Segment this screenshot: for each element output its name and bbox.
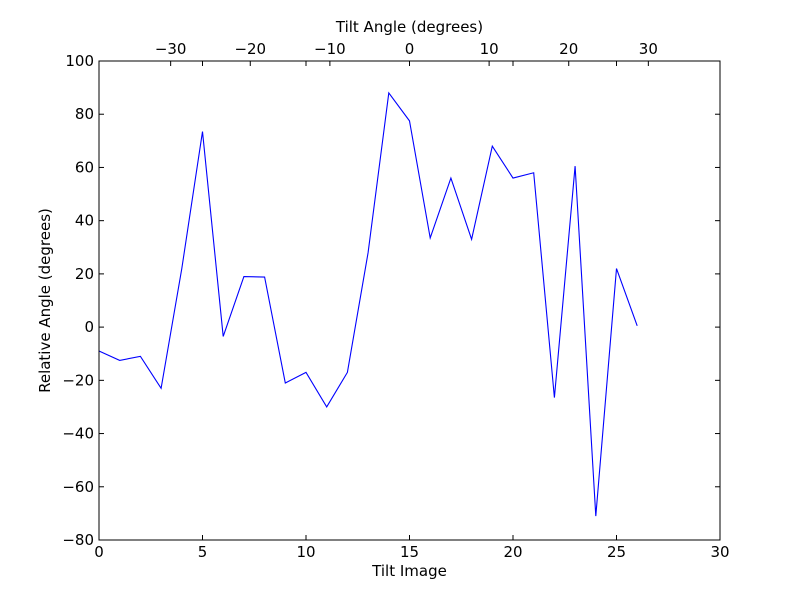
x-tick-label: 10 <box>296 543 315 561</box>
x-tick-label: 30 <box>710 543 729 561</box>
y-tick-label: 60 <box>75 158 94 176</box>
top-x-tick-label: −10 <box>314 40 346 58</box>
y-tick-label: 80 <box>75 105 94 123</box>
top-x-axis-label: Tilt Angle (degrees) <box>335 18 483 36</box>
series-layer <box>98 91 638 517</box>
top-x-tick-label: 0 <box>405 40 415 58</box>
x-tick-label: 0 <box>94 543 104 561</box>
top-x-tick-label: 10 <box>480 40 499 58</box>
x-tick-label: 20 <box>503 543 522 561</box>
y-tick-label: −40 <box>62 425 94 443</box>
top-x-tick-label: −20 <box>234 40 266 58</box>
top-x-tick-label: 30 <box>639 40 658 58</box>
plot-area-frame <box>98 60 721 541</box>
y-tick-label: −60 <box>62 478 94 496</box>
x-tick-label: 15 <box>400 543 419 561</box>
series-line-0 <box>98 91 638 517</box>
ticks-layer: 0 5 10 15 20 25 30−80−60−40−20020406080100−30−… <box>62 40 729 561</box>
y-tick-label: 40 <box>75 212 94 230</box>
y-tick-label: 0 <box>84 318 94 336</box>
y-axis-label: Relative Angle (degrees) <box>36 208 54 393</box>
y-tick-label: 100 <box>65 52 94 70</box>
top-x-tick-label: −30 <box>155 40 187 58</box>
top-x-tick-label: 20 <box>559 40 578 58</box>
x-tick-label: 25 <box>607 543 626 561</box>
y-tick-label: −20 <box>62 371 94 389</box>
x-tick-label: 5 <box>198 543 208 561</box>
y-tick-label: −80 <box>62 531 94 549</box>
x-axis-label: Tilt Image <box>371 562 447 580</box>
y-tick-label: 20 <box>75 265 94 283</box>
